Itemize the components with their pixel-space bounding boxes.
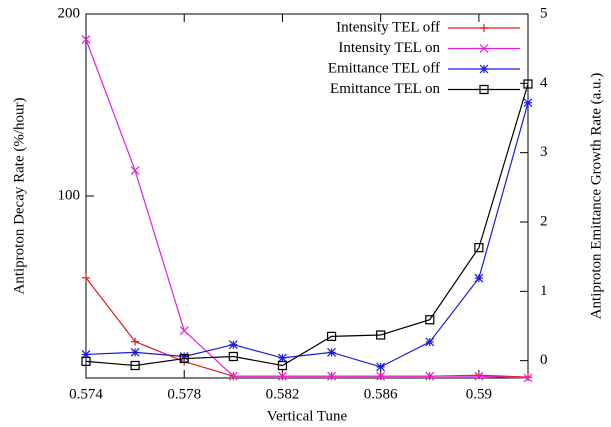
marker: [479, 84, 489, 95]
marker: [523, 98, 533, 108]
marker: [523, 373, 533, 383]
marker: [130, 166, 140, 175]
marker: [179, 352, 189, 361]
marker: [277, 360, 288, 371]
marker: [327, 347, 336, 357]
marker: [523, 79, 533, 89]
y2-tick-label: 0: [540, 352, 548, 368]
y2-tick-label: 2: [540, 213, 548, 229]
marker: [376, 362, 386, 372]
y2-tick-label: 5: [540, 5, 548, 21]
x-tick-label: 0.59: [466, 386, 492, 402]
marker: [278, 371, 287, 381]
y2-tick-label: 4: [540, 75, 548, 91]
x-tick-label: 0.578: [167, 386, 201, 402]
marker: [228, 371, 238, 381]
marker: [480, 24, 488, 32]
legend-label: Intensity TEL off: [336, 19, 440, 35]
marker: [326, 331, 337, 341]
marker: [425, 371, 435, 381]
marker: [131, 337, 140, 346]
series-line: [85, 83, 529, 367]
y-tick-label: 200: [58, 5, 81, 21]
marker: [81, 356, 91, 366]
marker: [479, 44, 489, 53]
marker: [130, 360, 140, 371]
y-tick-label: 100: [58, 187, 81, 203]
marker: [425, 315, 435, 325]
marker: [81, 35, 91, 44]
series-line: [85, 277, 529, 378]
marker: [376, 371, 386, 381]
x-tick-label: 0.574: [69, 386, 103, 402]
marker: [179, 326, 189, 336]
series-line: [85, 39, 529, 379]
legend-label: Emittance TEL off: [328, 60, 440, 76]
marker: [474, 371, 484, 381]
y2-tick-label: 3: [540, 144, 548, 160]
marker: [81, 350, 91, 359]
x-tick-label: 0.586: [364, 386, 398, 402]
marker: [228, 351, 238, 362]
marker: [179, 353, 189, 364]
marker: [524, 373, 532, 382]
marker: [474, 371, 483, 380]
marker: [278, 353, 287, 363]
x-axis-label: Vertical Tune: [267, 408, 348, 424]
marker: [376, 330, 386, 340]
marker: [479, 64, 489, 74]
series-line: [85, 102, 529, 368]
marker: [130, 347, 140, 357]
marker: [327, 371, 336, 381]
y2-tick-label: 1: [540, 283, 548, 299]
marker: [474, 273, 484, 283]
marker: [425, 337, 435, 347]
legend-label: Intensity TEL on: [338, 40, 440, 56]
y-axis-label: Antiproton Decay Rate (%/hour): [11, 97, 27, 294]
legend-label: Emittance TEL on: [330, 81, 440, 97]
x-tick-label: 0.582: [266, 386, 300, 402]
y2-axis-label: Antiproton Emittance Growth Rate (a.u.): [588, 73, 604, 320]
marker: [474, 243, 484, 253]
marker: [82, 273, 90, 282]
marker: [228, 340, 238, 350]
